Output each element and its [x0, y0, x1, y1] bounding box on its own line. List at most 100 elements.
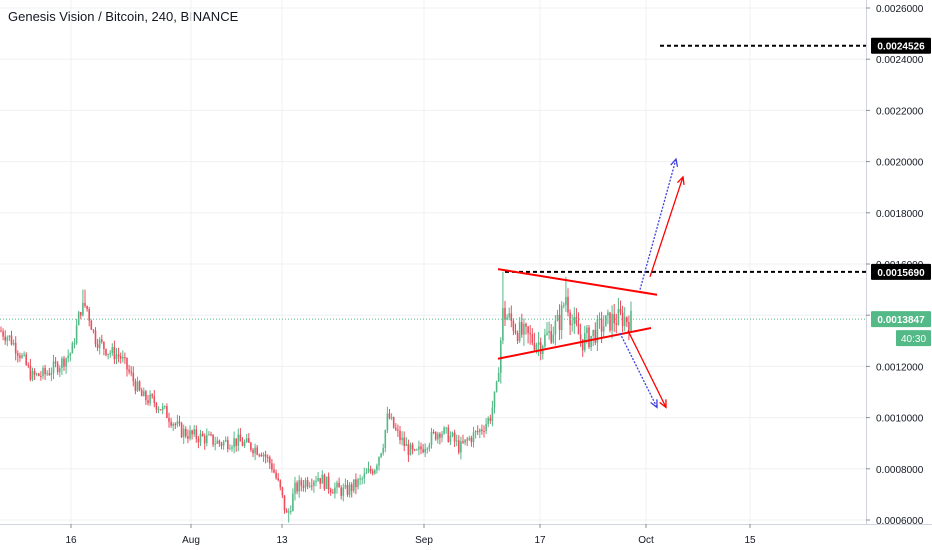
last-price-badge: [871, 311, 931, 328]
candle-body: [485, 423, 487, 432]
candle-body: [357, 479, 359, 488]
candle-body: [466, 439, 468, 441]
candle-body: [33, 371, 36, 375]
candle-body: [384, 430, 387, 448]
candle-body: [376, 465, 378, 471]
candle-body: [556, 314, 559, 321]
candle-body: [313, 481, 315, 487]
forecast-arrow: [639, 158, 677, 290]
candle-body: [531, 334, 534, 343]
candle-body: [334, 487, 336, 494]
candle-body: [44, 367, 46, 375]
candle-body: [151, 394, 153, 397]
candle-body: [298, 480, 300, 492]
candle-body: [98, 339, 101, 348]
x-tick-label: 16: [65, 535, 77, 546]
candle-body: [451, 432, 454, 436]
candle-body: [628, 322, 630, 331]
candle-body: [413, 449, 416, 451]
candle-body: [56, 363, 59, 373]
candle-body: [315, 480, 317, 482]
candle-body: [506, 317, 508, 320]
candle-body: [605, 315, 607, 327]
candle-body: [252, 449, 254, 454]
candle-body: [2, 331, 4, 337]
candle-body: [317, 478, 319, 481]
candle-body: [474, 431, 477, 433]
candle-body: [529, 333, 531, 335]
candle-body: [218, 440, 221, 444]
forecast-arrow: [649, 176, 684, 278]
candle-body: [189, 430, 191, 439]
candle-body: [430, 431, 433, 445]
candle-body: [577, 323, 580, 335]
candle-body: [84, 302, 86, 306]
candle-body: [29, 365, 32, 380]
candle-body: [96, 344, 99, 348]
candle-body: [401, 437, 403, 441]
trendline: [497, 327, 652, 360]
candle-body: [216, 440, 219, 444]
candle-body: [464, 439, 466, 443]
candle-body: [594, 329, 597, 343]
candle-body: [392, 417, 395, 428]
last-price-badge-label: 0.0013847: [877, 315, 925, 326]
candle-body: [191, 430, 193, 435]
candle-body: [73, 343, 76, 345]
candle-body: [235, 438, 237, 446]
candle-body: [355, 479, 357, 488]
candle-body: [124, 357, 126, 359]
countdown-label: 40:30: [901, 334, 926, 345]
candle-body: [472, 432, 475, 443]
candle-body: [166, 406, 168, 418]
candle-body: [69, 353, 72, 356]
candle-body: [302, 485, 305, 488]
candle-body: [523, 323, 525, 335]
candle-body: [6, 337, 9, 341]
candle-body: [115, 354, 118, 360]
candle-body: [111, 347, 114, 353]
x-tick-label: 17: [534, 535, 546, 546]
candle-body: [220, 443, 223, 446]
candle-body: [546, 332, 548, 335]
candle-body: [483, 430, 485, 432]
candle-body: [630, 310, 632, 331]
candle-body: [203, 436, 206, 444]
candle-body: [229, 448, 231, 450]
candle-body: [178, 421, 181, 424]
candle-body: [159, 409, 162, 411]
candle-body: [340, 487, 342, 496]
candle-body: [325, 476, 328, 489]
candle-body: [248, 438, 250, 443]
candle-body: [338, 482, 340, 488]
candle-body: [344, 484, 347, 488]
candle-body: [109, 352, 111, 354]
candle-body: [388, 413, 391, 419]
candle-body: [428, 444, 431, 449]
candle-body: [136, 381, 139, 391]
candle-body: [374, 470, 376, 474]
candle-body: [12, 342, 15, 345]
candle-body: [390, 417, 393, 419]
candle-body: [119, 356, 122, 359]
candle-body: [336, 482, 338, 488]
candle-body: [113, 347, 116, 360]
candle-body: [321, 474, 324, 484]
candle-body: [458, 440, 460, 453]
level-badge-label: 0.0015690: [877, 268, 925, 279]
candle-body: [397, 429, 399, 431]
candle-body: [409, 444, 412, 456]
candle-body: [187, 436, 189, 439]
candle-body: [359, 478, 361, 480]
candle-body: [613, 314, 615, 324]
candle-body: [361, 478, 363, 480]
candle-body: [145, 391, 147, 401]
candle-body: [588, 327, 590, 348]
candle-body: [54, 361, 57, 364]
candle-body: [367, 468, 370, 473]
candle-body: [172, 423, 174, 426]
candle-body: [161, 406, 164, 411]
candle-body: [260, 454, 263, 457]
candle-body: [567, 296, 569, 313]
